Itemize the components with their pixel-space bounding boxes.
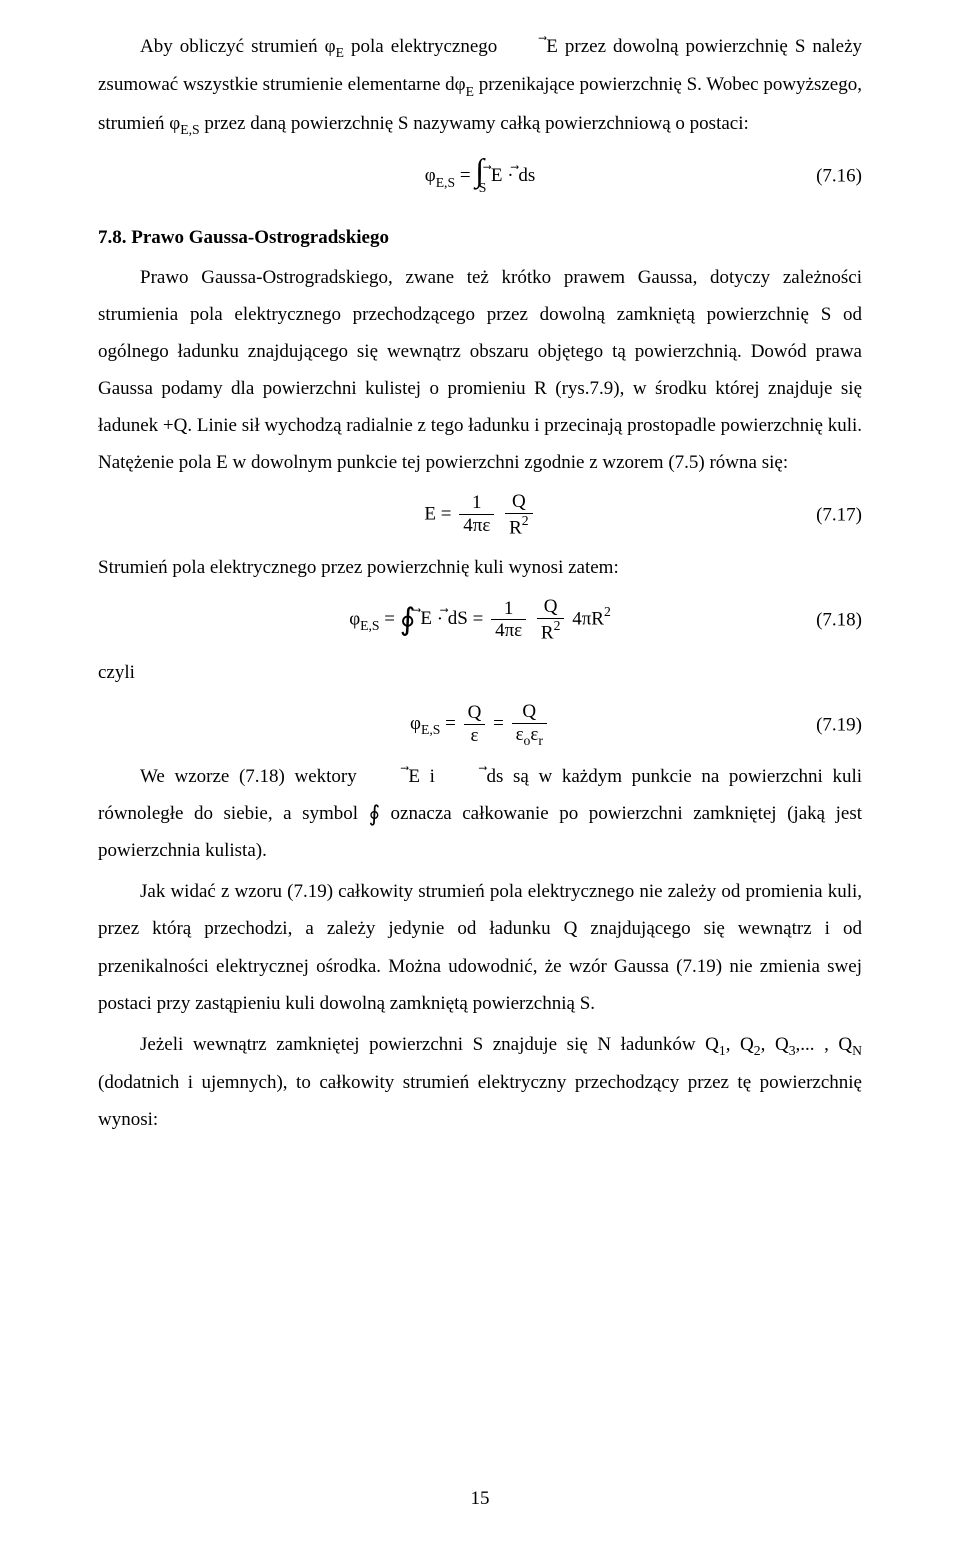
integral-S: ∫S bbox=[475, 157, 484, 194]
phi: φ bbox=[425, 165, 436, 186]
text: (dodatnich i ujemnych), to całkowity str… bbox=[98, 1072, 862, 1130]
phi-ES: φE,S bbox=[169, 113, 199, 134]
equation-7-18: φE,S = ∮ E · dS = 1 4πε Q R2 4πR2 (7.18) bbox=[98, 596, 862, 644]
equation-number: (7.17) bbox=[816, 496, 862, 533]
equation-7-19: φE,S = Q ε = Q εoεr (7.19) bbox=[98, 701, 862, 748]
paragraph-czyli: czyli bbox=[98, 654, 862, 691]
equation-body: φE,S = ∫S E · ds bbox=[425, 157, 536, 195]
d-phi-E: dφE bbox=[445, 74, 474, 95]
equation-7-16: φE,S = ∫S E · ds (7.16) bbox=[98, 153, 862, 199]
Q3: Q3 bbox=[775, 1034, 796, 1055]
fraction-Q-over-R2: Q R2 bbox=[505, 491, 533, 539]
Q1: Q1 bbox=[705, 1034, 726, 1055]
fraction-1-over-4pe: 1 4πε bbox=[491, 598, 526, 643]
document-page: Aby obliczyć strumień φE pola elektryczn… bbox=[0, 0, 960, 1541]
text: Jeżeli wewnątrz zamkniętej powierzchni S… bbox=[140, 1034, 705, 1055]
paragraph-intro: Aby obliczyć strumień φE pola elektryczn… bbox=[98, 28, 862, 143]
equation-body: E = 1 4πε Q R2 bbox=[424, 491, 535, 539]
Q2: Q2 bbox=[740, 1034, 761, 1055]
QN: QN bbox=[838, 1034, 862, 1055]
phi: φ bbox=[410, 713, 421, 734]
fraction-Q-over-eps0epsr: Q εoεr bbox=[512, 701, 547, 748]
vector-dS: dS bbox=[448, 600, 468, 637]
text: We wzorze (7.18) wektory bbox=[140, 766, 366, 787]
text: i bbox=[430, 766, 445, 787]
text: Aby obliczyć strumień bbox=[140, 36, 325, 57]
fraction-Q-over-R2: Q R2 bbox=[537, 596, 565, 644]
equals: = bbox=[460, 165, 475, 186]
phi: φ bbox=[349, 608, 360, 629]
vector-E: E bbox=[504, 28, 558, 65]
paragraph-n-charges: Jeżeli wewnątrz zamkniętej powierzchni S… bbox=[98, 1026, 862, 1139]
paragraph-wzor-7-18: We wzorze (7.18) wektory E i ds są w każ… bbox=[98, 758, 862, 869]
text: pola elektrycznego bbox=[351, 36, 504, 57]
paragraph-conclusion: Jak widać z wzoru (7.19) całkowity strum… bbox=[98, 873, 862, 1021]
vector-ds: ds bbox=[445, 758, 504, 795]
vector-E: E bbox=[420, 600, 432, 637]
lhs: E = bbox=[424, 503, 451, 524]
equation-body: φE,S = ∮ E · dS = 1 4πε Q R2 4πR2 bbox=[349, 596, 611, 644]
paragraph-flux-sphere: Strumień pola elektrycznego przez powier… bbox=[98, 549, 862, 586]
equation-body: φE,S = Q ε = Q εoεr bbox=[410, 701, 550, 748]
paragraph-gauss-intro: Prawo Gaussa-Ostrogradskiego, zwane też … bbox=[98, 259, 862, 481]
equation-number: (7.16) bbox=[816, 158, 862, 195]
fraction-Q-over-eps: Q ε bbox=[464, 702, 486, 747]
vector-E: E bbox=[491, 157, 503, 194]
vector-E: E bbox=[366, 758, 420, 795]
surface-integral-icon: ∮ bbox=[400, 602, 416, 636]
equation-number: (7.18) bbox=[816, 601, 862, 638]
page-number: 15 bbox=[0, 1480, 960, 1517]
phi-E: φE bbox=[325, 36, 344, 57]
oint-icon: ∮ bbox=[369, 803, 380, 827]
text: przez daną powierzchnię S nazywamy całką… bbox=[204, 113, 748, 134]
section-heading-7-8: 7.8. Prawo Gaussa-Ostrogradskiego bbox=[98, 219, 862, 256]
equation-number: (7.19) bbox=[816, 706, 862, 743]
fraction-1-over-4pe: 1 4πε bbox=[459, 492, 494, 537]
vector-ds: ds bbox=[518, 157, 535, 194]
equation-7-17: E = 1 4πε Q R2 (7.17) bbox=[98, 491, 862, 539]
